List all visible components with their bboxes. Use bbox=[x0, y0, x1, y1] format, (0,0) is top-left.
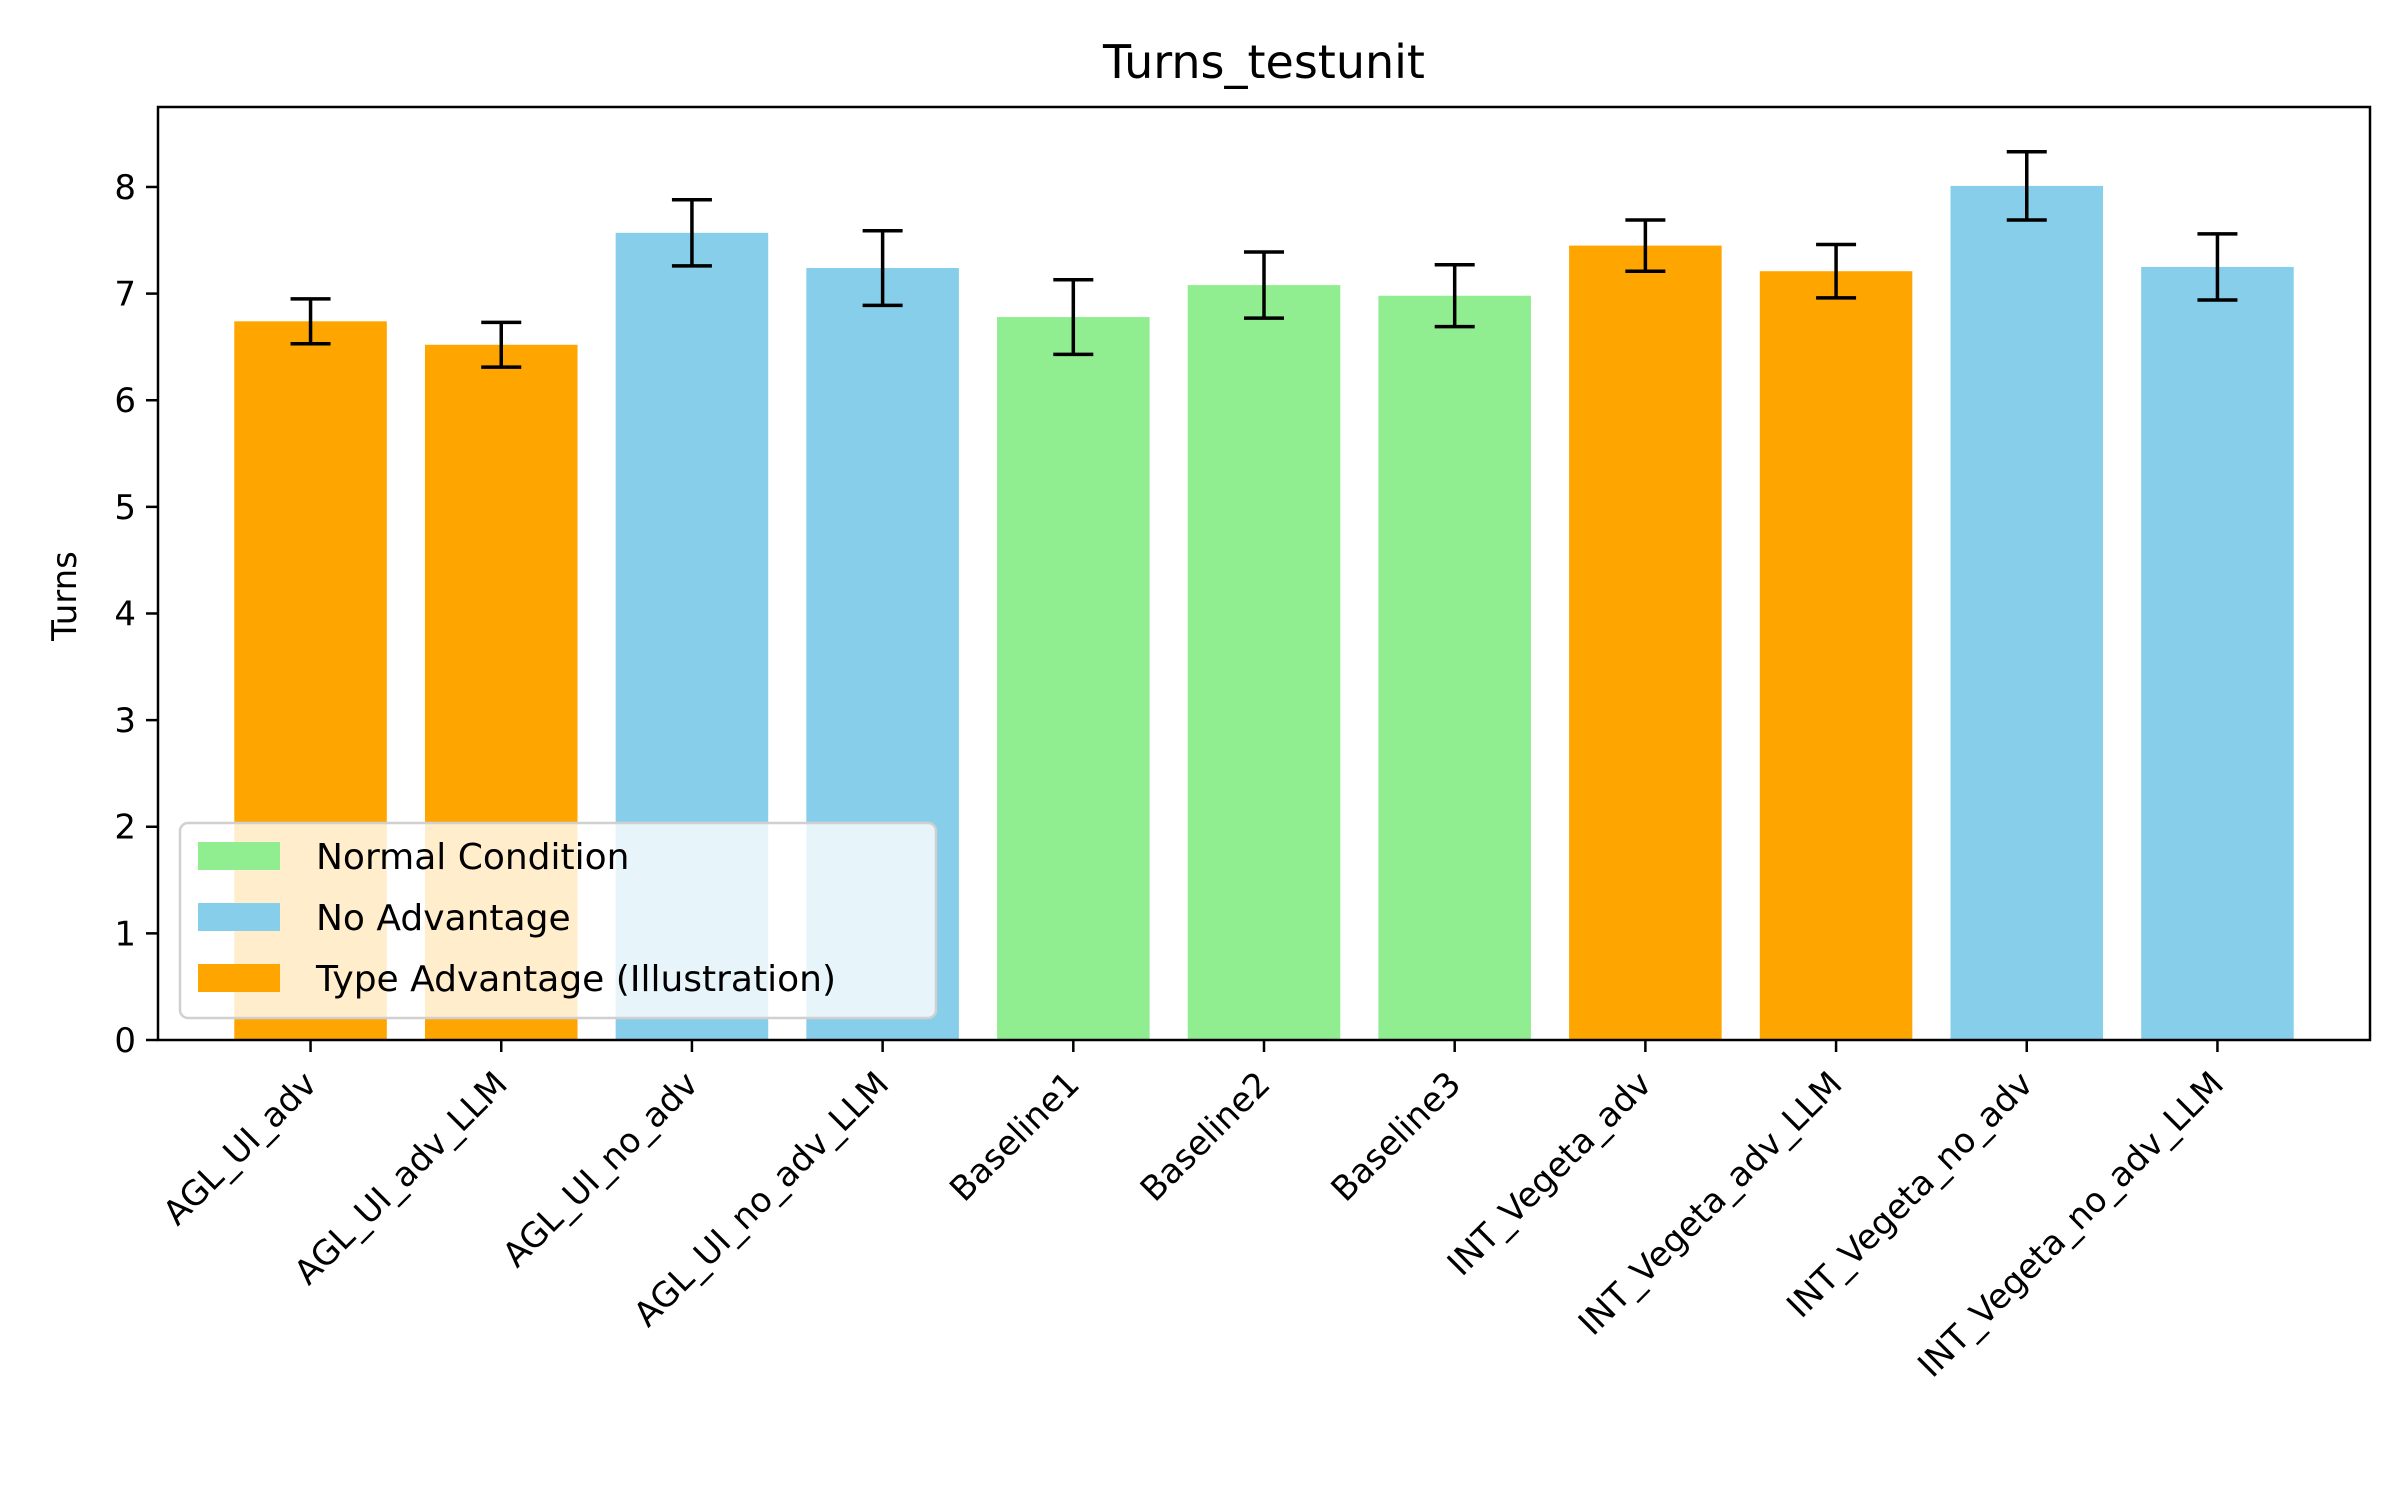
error-bar-agl-ui-no-adv-llm bbox=[862, 228, 903, 308]
error-bar-agl-ui-no-adv bbox=[671, 198, 712, 268]
legend-box bbox=[178, 821, 938, 1020]
error-bar-baseline2 bbox=[1244, 250, 1284, 320]
legend-item-normal-condition: Normal Condition bbox=[198, 837, 630, 878]
error-bar-int-vegeta-adv-llm bbox=[1816, 242, 1857, 300]
y-tick-label: 2 bbox=[114, 808, 136, 848]
error-bar-agl-ui-adv-llm bbox=[481, 320, 522, 369]
bar-int-vegeta-adv-llm bbox=[1759, 271, 1913, 1040]
y-tick-label: 5 bbox=[114, 488, 136, 528]
error-bar-int-vegeta-no-adv bbox=[2006, 150, 2047, 222]
y-tick-label: 8 bbox=[114, 168, 136, 208]
error-bar-baseline3 bbox=[1434, 263, 1475, 329]
y-tick-label: 6 bbox=[114, 381, 136, 421]
chart-title: Turns_testunit bbox=[1102, 35, 1425, 89]
legend-item-type-advantage: Type Advantage (Illustration) bbox=[198, 959, 836, 1000]
legend-swatch bbox=[198, 964, 280, 992]
error-bar-agl-ui-adv bbox=[290, 297, 331, 346]
bar-int-vegeta-no-adv-llm bbox=[2141, 266, 2294, 1040]
y-axis-label: Turns bbox=[45, 551, 85, 642]
bar-int-vegeta-adv bbox=[1569, 245, 1722, 1041]
y-tick-label: 7 bbox=[114, 275, 136, 315]
bar-int-vegeta-no-adv bbox=[1950, 185, 2104, 1040]
legend-label: Normal Condition bbox=[316, 837, 630, 878]
error-bar-int-vegeta-no-adv-llm bbox=[2197, 232, 2238, 302]
legend-swatch bbox=[198, 903, 280, 931]
error-bar-baseline1 bbox=[1053, 277, 1094, 357]
y-tick-label: 0 bbox=[114, 1021, 136, 1061]
error-bars bbox=[290, 150, 2238, 369]
y-tick-label: 4 bbox=[114, 594, 136, 634]
y-tick-label: 1 bbox=[114, 914, 136, 954]
y-axis-ticks: 0 1 2 3 4 5 6 7 8 bbox=[114, 168, 158, 1061]
bar-baseline1 bbox=[997, 317, 1150, 1040]
legend-item-no-advantage: No Advantage bbox=[198, 898, 571, 939]
bar-baseline2 bbox=[1187, 285, 1341, 1040]
bar-baseline3 bbox=[1378, 295, 1531, 1041]
legend-label: Type Advantage (Illustration) bbox=[315, 959, 836, 1000]
y-tick-label: 3 bbox=[114, 701, 136, 741]
legend-swatch bbox=[198, 842, 280, 870]
error-bar-int-vegeta-adv bbox=[1625, 218, 1666, 273]
legend-label: No Advantage bbox=[316, 898, 571, 939]
legend: Normal Condition No Advantage Type Advan… bbox=[178, 821, 938, 1020]
